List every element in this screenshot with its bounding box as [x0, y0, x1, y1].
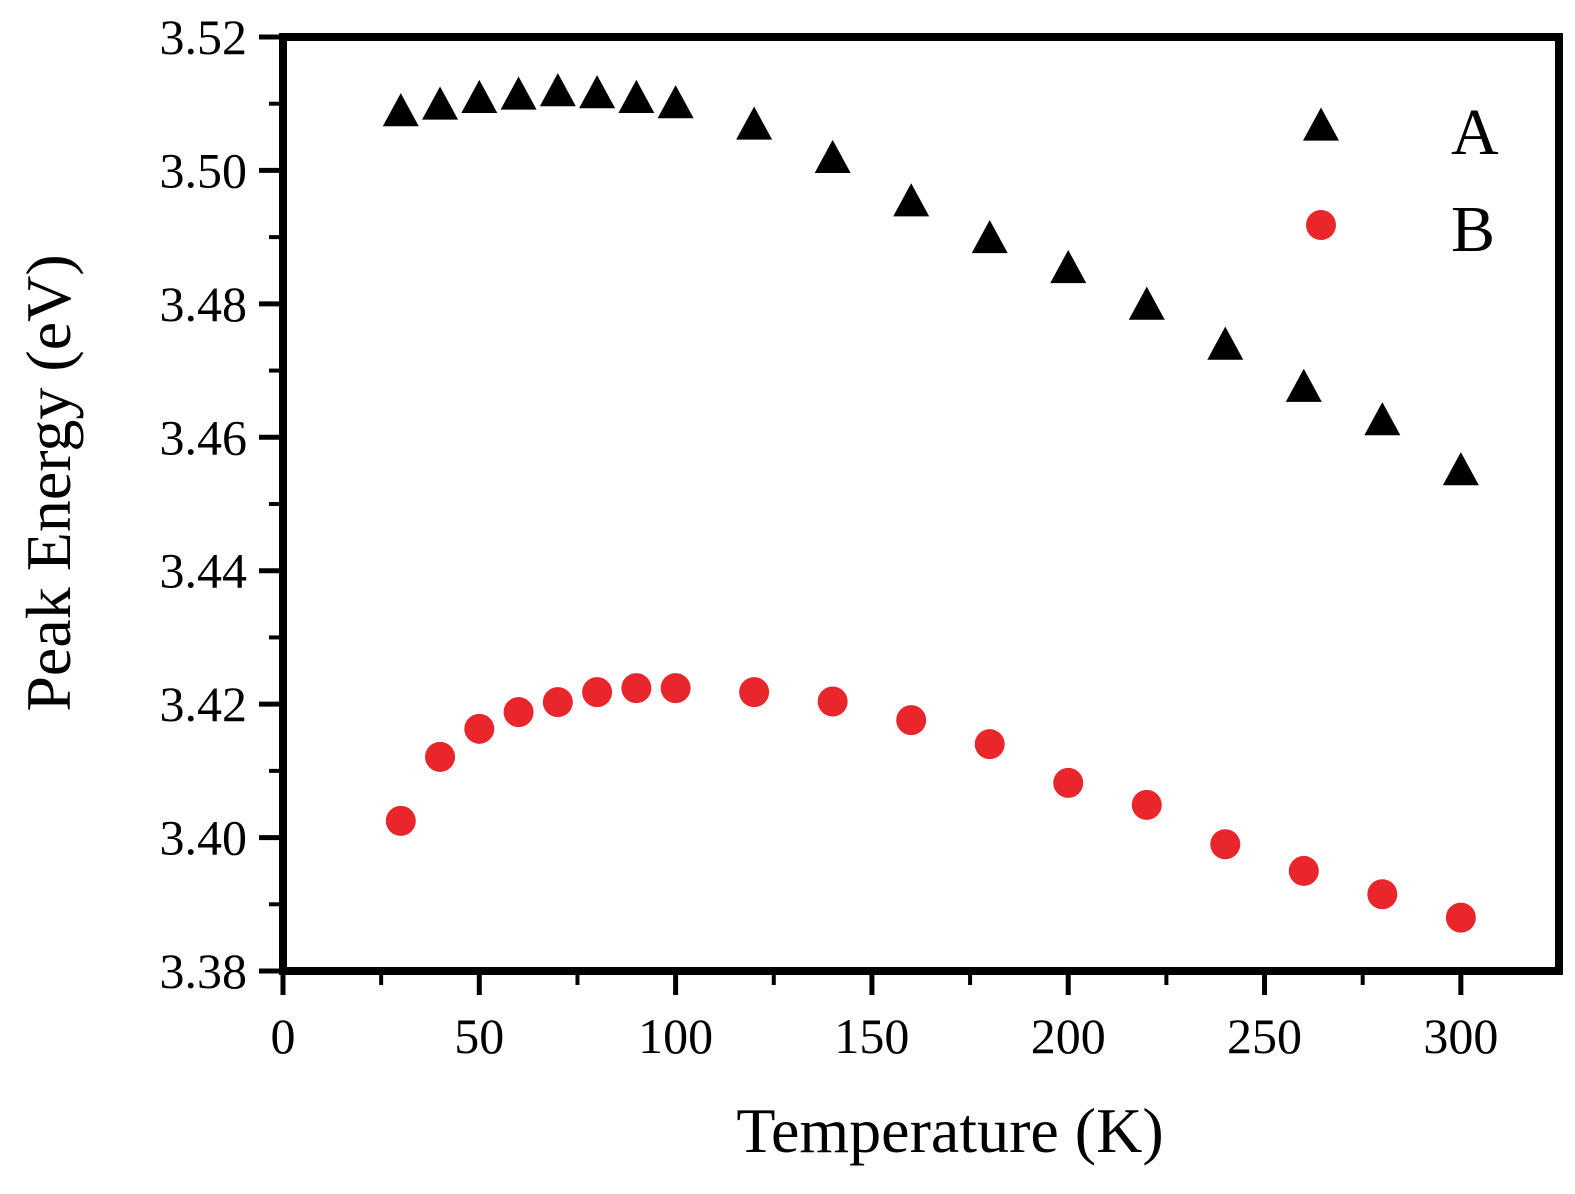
- series-b-point: [896, 705, 927, 736]
- legend-marker-b: [1306, 210, 1336, 240]
- series-b-point: [503, 697, 534, 728]
- series-a-point: [422, 86, 459, 120]
- legend-label-a: A: [1451, 96, 1499, 169]
- series-a-point: [500, 76, 537, 110]
- series-a-point: [539, 73, 576, 107]
- series-a-point: [736, 106, 773, 140]
- series-a-point: [814, 139, 851, 174]
- legend-label-b: B: [1451, 193, 1495, 266]
- series-b-point: [621, 673, 652, 704]
- series-a-point: [1442, 452, 1479, 486]
- x-tick-label: 50: [454, 1008, 504, 1064]
- series-a-point: [1285, 368, 1322, 402]
- y-tick-label: 3.38: [160, 943, 248, 999]
- series-b-point: [1131, 789, 1162, 820]
- series-b-point: [1210, 829, 1241, 860]
- series-a-point: [1128, 286, 1165, 320]
- series-b-point: [739, 677, 770, 708]
- series-b-point: [1367, 879, 1398, 910]
- y-axis-title: Peak Energy (eV): [13, 254, 84, 711]
- series-a-point: [461, 79, 498, 113]
- series-a-point: [971, 219, 1008, 254]
- y-tick-label: 3.40: [160, 810, 248, 866]
- series-b-point: [582, 677, 613, 708]
- series-a-point: [1364, 402, 1401, 436]
- y-tick-label: 3.52: [160, 9, 248, 65]
- series-a-point: [579, 75, 616, 109]
- series-b-point: [1288, 855, 1319, 886]
- x-axis-title: Temperature (K): [736, 1095, 1163, 1166]
- series-b-point: [542, 687, 573, 718]
- y-tick-label: 3.42: [160, 676, 248, 732]
- series-b-point: [425, 741, 456, 772]
- series-b-point: [1445, 902, 1476, 933]
- x-tick-label: 300: [1423, 1008, 1498, 1064]
- series-a-point: [618, 79, 655, 113]
- series-b-point: [974, 729, 1005, 760]
- plot-frame: [279, 33, 1563, 975]
- y-tick-label: 3.46: [160, 409, 248, 465]
- series-b-point: [464, 713, 495, 744]
- y-tick-label: 3.48: [160, 276, 248, 332]
- legend: AB: [1303, 96, 1499, 266]
- series-a-point: [657, 85, 694, 119]
- series-b-point: [1053, 767, 1084, 798]
- axis-ticks: [259, 34, 1464, 995]
- x-tick-label: 100: [638, 1008, 713, 1064]
- x-tick-label: 200: [1031, 1008, 1106, 1064]
- series-a-point: [893, 183, 930, 217]
- y-tick-label: 3.50: [160, 142, 248, 198]
- legend-marker-a: [1303, 107, 1339, 141]
- y-tick-label: 3.44: [160, 543, 248, 599]
- data-marks: [382, 73, 1479, 933]
- x-tick-label: 150: [834, 1008, 909, 1064]
- series-b-point: [385, 805, 416, 836]
- series-a-point: [1207, 326, 1244, 360]
- x-tick-label: 0: [271, 1008, 296, 1064]
- axis-tick-labels: 0 50 100 150 200 250 300 3.38 3.40 3.42 3.44 3.46 3.…: [160, 9, 1499, 1064]
- series-b-point: [817, 686, 848, 717]
- series-a-point: [382, 93, 419, 127]
- x-tick-label: 250: [1227, 1008, 1302, 1064]
- series-a-point: [1050, 249, 1087, 284]
- series-b-point: [660, 673, 691, 704]
